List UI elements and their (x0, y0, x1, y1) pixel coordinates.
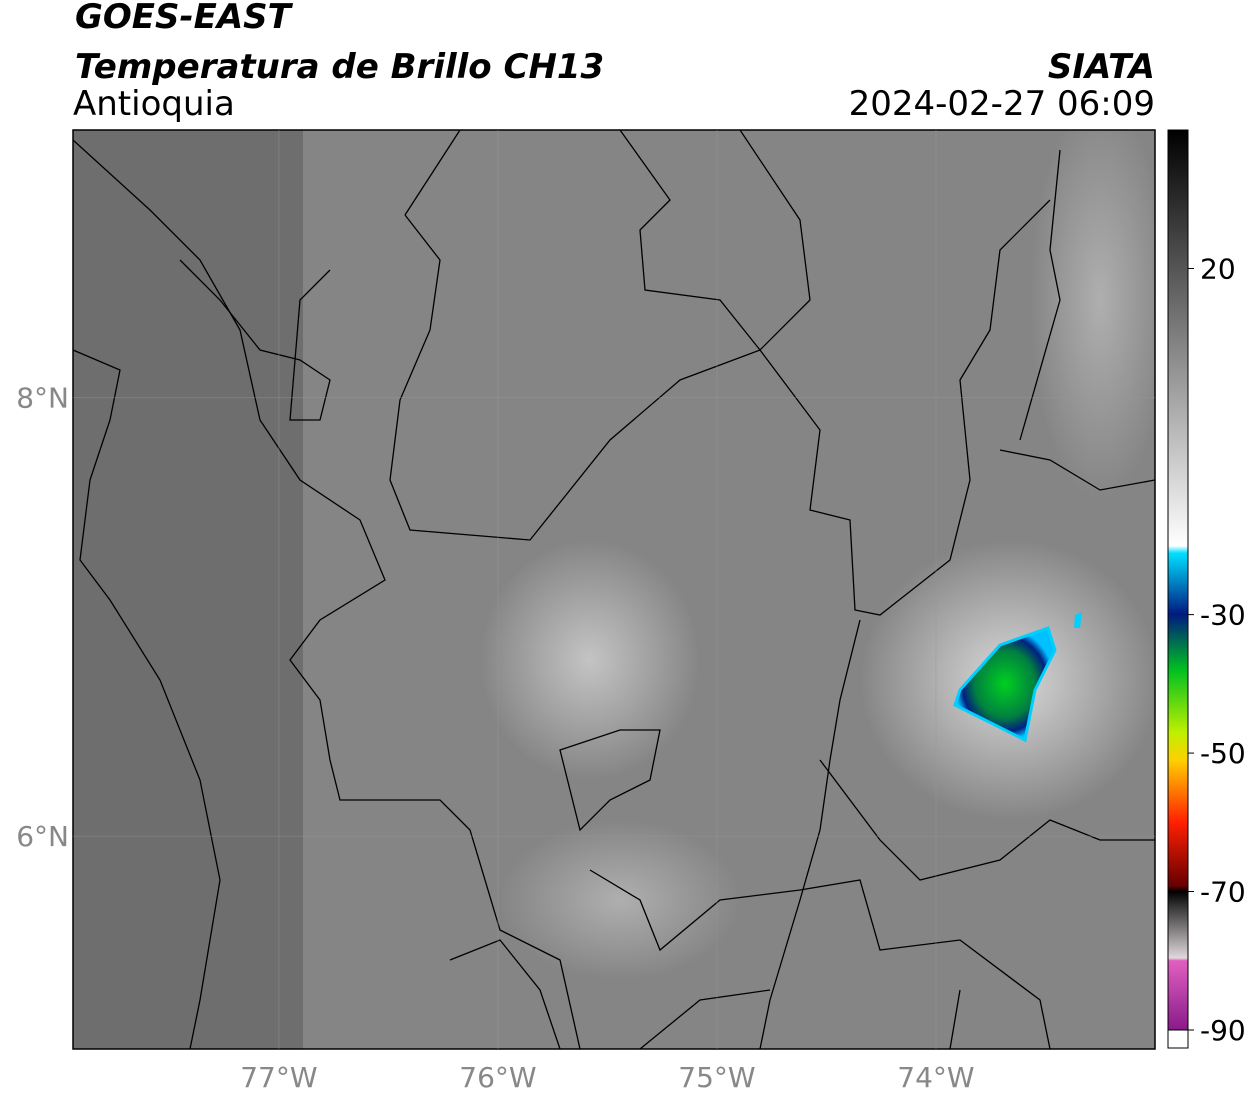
colorbar-tick-label: -30 (1200, 599, 1246, 632)
map-frame (72, 129, 1156, 1050)
y-tick-label: 8°N (16, 382, 69, 415)
x-tick-label: 76°W (459, 1061, 536, 1094)
colorbar (1168, 130, 1188, 1030)
colorbar-extension (1167, 1029, 1189, 1049)
x-tick-label: 74°W (897, 1061, 974, 1094)
x-tick-label: 77°W (240, 1061, 317, 1094)
colorbar-frame (1167, 129, 1189, 1049)
map-image (73, 130, 1155, 1049)
source: SIATA (1048, 47, 1155, 87)
x-tick-label: 75°W (678, 1061, 755, 1094)
subtitle: Temperatura de Brillo CH13 (75, 47, 604, 87)
title: GOES-EAST (75, 0, 294, 37)
region: Antioquia (73, 84, 235, 124)
colorbar-tick-label: -50 (1200, 737, 1246, 770)
y-tick-label: 6°N (16, 820, 69, 853)
colorbar-tick-label: -70 (1200, 876, 1246, 909)
datetime: 2024-02-27 06:09 (849, 84, 1155, 124)
colorbar-tick-label: -90 (1200, 1014, 1246, 1047)
colorbar-tick-label: 20 (1200, 252, 1236, 285)
